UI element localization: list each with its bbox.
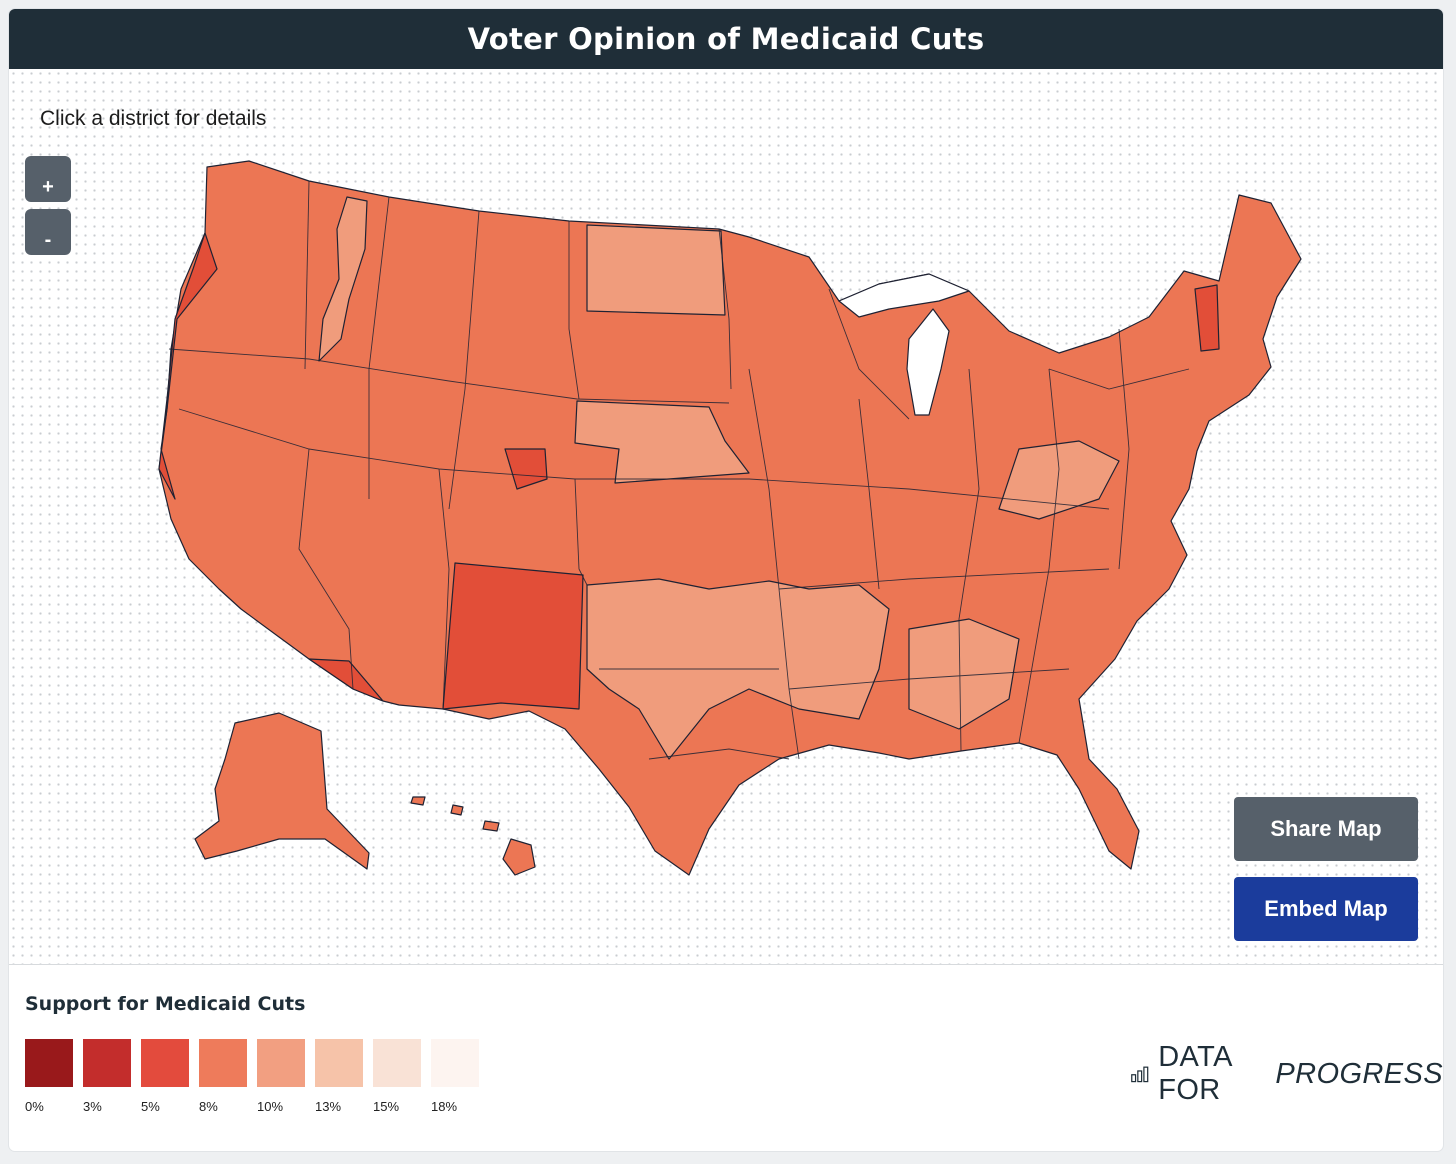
lighter-region-deep-south[interactable] <box>908 618 1020 730</box>
darker-region-vermont[interactable] <box>1194 284 1220 352</box>
legend-swatch <box>141 1039 189 1087</box>
brand-text-part2: PROGRESS <box>1275 1057 1443 1090</box>
legend-item: 13% <box>315 1039 373 1114</box>
legend-label: 8% <box>199 1099 218 1114</box>
legend-item: 8% <box>199 1039 257 1114</box>
legend-label: 3% <box>83 1099 102 1114</box>
legend-swatch <box>257 1039 305 1087</box>
lighter-region-appalachia[interactable] <box>998 440 1120 520</box>
legend-item: 5% <box>141 1039 199 1114</box>
darker-region-colorado-district[interactable] <box>504 448 548 490</box>
district-borders <box>168 180 1190 760</box>
darker-region-new-mexico[interactable] <box>442 562 584 710</box>
zoom-in-button[interactable]: + <box>25 156 71 202</box>
darker-region-arizona-district[interactable] <box>308 658 384 702</box>
legend-swatch <box>83 1039 131 1087</box>
alaska-region[interactable] <box>194 712 370 870</box>
legend-swatch <box>25 1039 73 1087</box>
lighter-region-dakota[interactable] <box>586 224 726 316</box>
legend-swatch <box>315 1039 363 1087</box>
page-title: Voter Opinion of Medicaid Cuts <box>9 9 1443 69</box>
legend-label: 18% <box>431 1099 458 1114</box>
great-lakes-cutout <box>906 308 950 416</box>
us-district-map[interactable] <box>9 69 1443 964</box>
share-map-button[interactable]: Share Map <box>1234 797 1418 861</box>
legend-label: 5% <box>141 1099 160 1114</box>
brand-text-part1: DATA FOR <box>1158 1041 1232 1106</box>
legend-swatch <box>199 1039 247 1087</box>
lake-superior-cutout <box>838 273 970 318</box>
hawaii-region[interactable] <box>502 838 536 876</box>
legend-item: 0% <box>25 1039 83 1114</box>
legend-label: 15% <box>373 1099 400 1114</box>
contiguous-us-region[interactable] <box>158 160 1302 876</box>
bar-chart-icon <box>1131 1066 1149 1083</box>
darker-region-west-coast[interactable] <box>158 232 218 500</box>
hawaii-island-small-3[interactable] <box>410 796 426 806</box>
legend-swatch <box>373 1039 421 1087</box>
legend-title: Support for Medicaid Cuts <box>25 993 306 1015</box>
embed-map-button[interactable]: Embed Map <box>1234 877 1418 941</box>
legend-label: 13% <box>315 1099 342 1114</box>
lighter-region-idaho[interactable] <box>318 196 368 362</box>
legend-item: 15% <box>373 1039 431 1114</box>
map-widget: Voter Opinion of Medicaid Cuts <box>9 9 1443 1151</box>
hawaii-island-small[interactable] <box>450 804 464 816</box>
map-area[interactable]: Click a district for details + - Share M… <box>9 69 1443 965</box>
brand-logo: DATA FOR PROGRESS <box>1131 1041 1443 1107</box>
legend: 0% 3% 5% 8% 10% 13% 15% 18% <box>25 1039 489 1114</box>
legend-item: 3% <box>83 1039 141 1114</box>
lighter-region-plains[interactable] <box>574 400 750 484</box>
zoom-out-button[interactable]: - <box>25 209 71 255</box>
legend-swatch <box>431 1039 479 1087</box>
legend-item: 10% <box>257 1039 315 1114</box>
hawaii-island-small-2[interactable] <box>482 820 500 832</box>
map-hint: Click a district for details <box>40 107 267 130</box>
legend-item: 18% <box>431 1039 489 1114</box>
legend-label: 0% <box>25 1099 44 1114</box>
legend-label: 10% <box>257 1099 284 1114</box>
